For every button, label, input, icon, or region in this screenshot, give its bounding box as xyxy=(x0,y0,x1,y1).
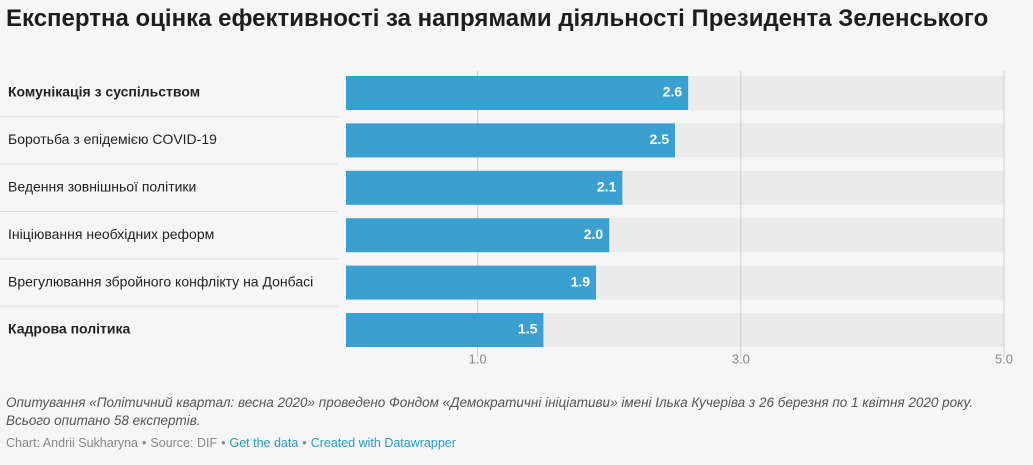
value-label: 2.1 xyxy=(597,179,617,195)
footer: Chart: Andrii Sukharyna • Source: DIF • Get … xyxy=(6,436,456,450)
bar xyxy=(346,265,597,300)
source: Source: DIF xyxy=(150,436,218,450)
category-label: Врегулювання збройного конфлікту на Донб… xyxy=(8,273,313,289)
separator: • xyxy=(142,436,147,450)
category-label: Ведення зовнішньої політики xyxy=(8,179,196,195)
get-data-link[interactable]: Get the data xyxy=(229,436,299,450)
chart-title: Експертна оцінка ефективності за напряма… xyxy=(6,5,989,32)
bar xyxy=(346,123,675,158)
byline: Chart: Andrii Sukharyna xyxy=(6,436,139,450)
separator: • xyxy=(302,436,307,450)
separator: • xyxy=(221,436,226,450)
category-label: Ініціювання необхідних реформ xyxy=(8,226,214,242)
value-label: 2.5 xyxy=(650,131,670,147)
category-label: Боротьба з епідемією COVID-19 xyxy=(8,131,217,147)
value-label: 1.9 xyxy=(571,273,591,289)
bar xyxy=(346,170,623,205)
bar xyxy=(346,313,544,347)
bar xyxy=(346,218,610,253)
value-label: 2.0 xyxy=(584,226,604,242)
category-label: Комунікація з суспільством xyxy=(8,84,200,100)
datawrapper-link[interactable]: Created with Datawrapper xyxy=(310,436,456,450)
x-tick-label: 1.0 xyxy=(469,351,487,366)
chart: Комунікація з суспільством Боротьба з епі… xyxy=(0,71,1013,366)
x-tick-label: 3.0 xyxy=(732,351,750,366)
x-tick-label: 5.0 xyxy=(995,351,1013,366)
category-label: Кадрова політика xyxy=(8,321,131,337)
note: Опитування «Політичний квартал: весна 20… xyxy=(6,395,974,428)
bar xyxy=(346,76,689,110)
value-label: 1.5 xyxy=(518,321,538,337)
value-label: 2.6 xyxy=(663,84,683,100)
